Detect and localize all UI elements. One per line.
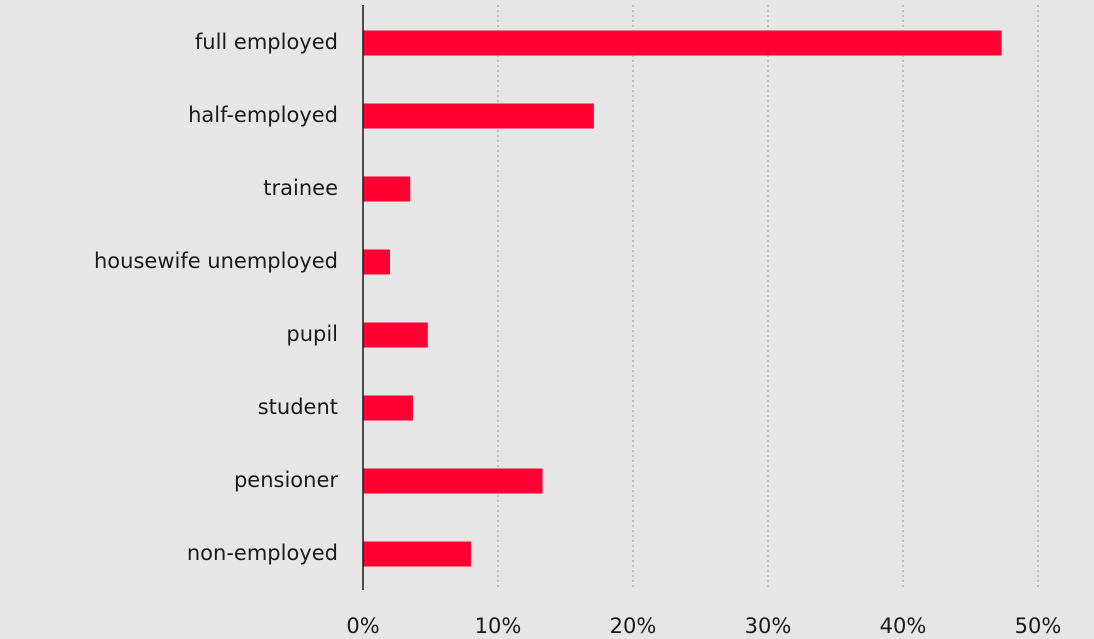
bar-2 — [363, 176, 411, 202]
category-label-0: full employed — [195, 30, 338, 54]
category-label-6: pensioner — [234, 468, 338, 492]
x-tick-label-2: 20% — [610, 614, 657, 638]
bar-7 — [363, 541, 471, 567]
category-label-5: student — [258, 395, 338, 419]
grid-layer — [497, 5, 1039, 590]
x-tick-label-0: 0% — [346, 614, 379, 638]
x-tick-label-3: 30% — [745, 614, 792, 638]
x-tick-labels: 0% 10% 20% 30% 40% 50% — [346, 614, 1061, 638]
bar-5 — [363, 395, 413, 421]
category-label-3: housewife unemployed — [94, 249, 338, 273]
category-label-4: pupil — [286, 322, 338, 346]
bar-0 — [363, 30, 1002, 56]
bar-1 — [363, 103, 594, 129]
bars-layer — [363, 30, 1002, 567]
category-label-1: half-employed — [188, 103, 338, 127]
bar-6 — [363, 468, 543, 494]
category-label-7: non-employed — [187, 541, 338, 565]
x-tick-label-4: 40% — [880, 614, 927, 638]
bar-4 — [363, 322, 428, 348]
category-labels: full employed half-employed trainee housewi… — [94, 30, 338, 565]
x-tick-label-5: 50% — [1015, 614, 1062, 638]
x-tick-label-1: 10% — [475, 614, 522, 638]
bar-3 — [363, 249, 390, 275]
category-label-2: trainee — [263, 176, 338, 200]
